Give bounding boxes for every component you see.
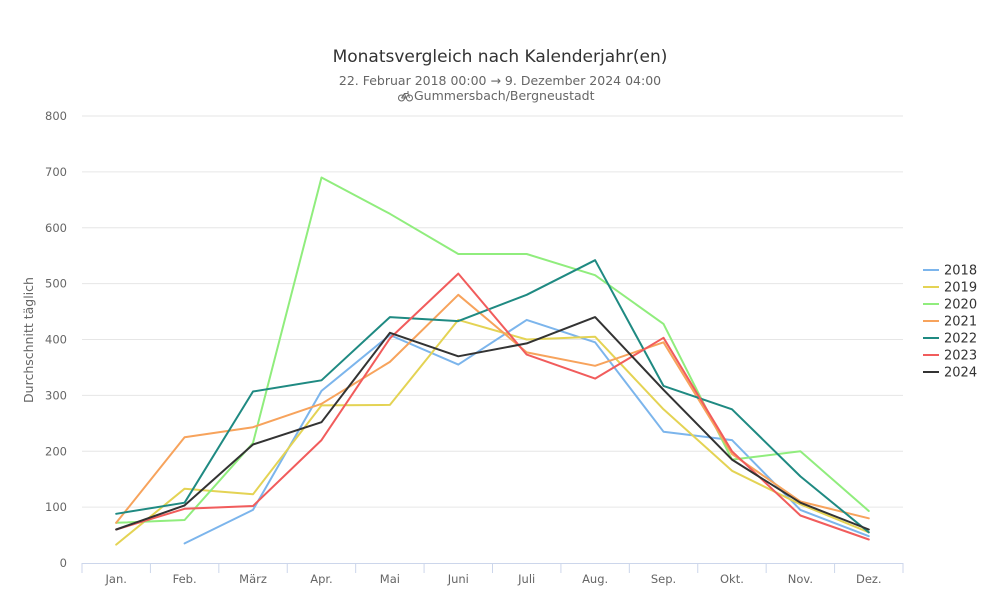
legend-item-2020[interactable]: 2020 — [923, 298, 977, 313]
chart-subtitle: 22. Februar 2018 00:00 → 9. Dezember 202… — [339, 73, 661, 88]
y-tick-label: 200 — [45, 444, 67, 458]
legend-label: 2022 — [944, 332, 977, 347]
legend-item-2021[interactable]: 2021 — [923, 315, 977, 330]
x-tick-label: Mai — [380, 572, 400, 586]
legend-label: 2024 — [944, 366, 977, 381]
y-tick-label: 600 — [45, 221, 67, 235]
y-axis-title: Durchschnitt täglich — [21, 277, 36, 403]
x-axis: Jan. Feb. März Apr. Mai Juni Juli Aug. Sep. Okt. N… — [81, 563, 904, 586]
series-line-2022 — [115, 259, 870, 534]
y-axis-ticks: 0 100 200 300 400 500 600 700 800 — [45, 109, 67, 570]
bicycle-icon — [398, 91, 413, 102]
legend-label: 2020 — [944, 298, 977, 313]
series-line-2019 — [115, 318, 870, 546]
legend: 2018 2019 2020 2021 2022 2023 2024 — [923, 264, 977, 381]
x-tick-label: Juli — [517, 572, 535, 586]
series-lines — [115, 176, 870, 546]
series-line-2023 — [115, 272, 870, 541]
legend-item-2019[interactable]: 2019 — [923, 281, 977, 296]
x-tick-label: Apr. — [310, 572, 333, 586]
legend-label: 2019 — [944, 281, 977, 296]
grid-lines — [82, 115, 903, 508]
x-tick-label: Nov. — [788, 572, 813, 586]
x-tick-label: Dez. — [856, 572, 882, 586]
y-tick-label: 0 — [60, 556, 67, 570]
x-tick-label: Sep. — [651, 572, 676, 586]
x-tick-label: Feb. — [173, 572, 197, 586]
legend-item-2018[interactable]: 2018 — [923, 264, 977, 279]
y-tick-label: 500 — [45, 277, 67, 291]
legend-item-2024[interactable]: 2024 — [923, 366, 977, 381]
location-label: Gummersbach/Bergneustadt — [398, 88, 595, 103]
x-tick-label: Aug. — [582, 572, 608, 586]
series-line-2024 — [115, 316, 870, 531]
legend-label: 2023 — [944, 349, 977, 364]
y-tick-label: 300 — [45, 388, 67, 402]
y-tick-label: 400 — [45, 333, 67, 347]
location-text: Gummersbach/Bergneustadt — [414, 88, 595, 103]
legend-item-2023[interactable]: 2023 — [923, 349, 977, 364]
x-tick-label: Juni — [447, 572, 469, 586]
y-tick-label: 700 — [45, 165, 67, 179]
legend-item-2022[interactable]: 2022 — [923, 332, 977, 347]
y-tick-label: 100 — [45, 500, 67, 514]
x-tick-label: März — [239, 572, 267, 586]
chart-title: Monatsvergleich nach Kalenderjahr(en) — [333, 47, 668, 67]
x-tick-label: Jan. — [105, 572, 127, 586]
y-tick-label: 800 — [45, 109, 67, 123]
legend-label: 2021 — [944, 315, 977, 330]
legend-label: 2018 — [944, 264, 977, 279]
x-tick-label: Okt. — [720, 572, 744, 586]
